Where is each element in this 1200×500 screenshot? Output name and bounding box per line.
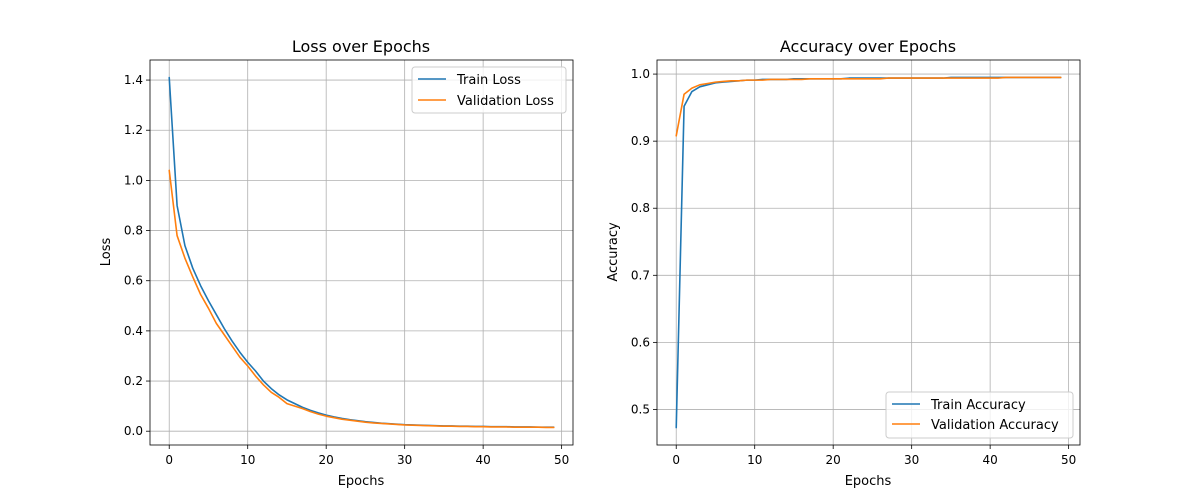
accuracy-chart-y-tick-label: 1.0 (631, 67, 650, 81)
loss-chart-x-tick-label: 50 (554, 453, 569, 467)
loss-chart-legend-label-train-loss: Train Loss (456, 73, 521, 88)
loss-chart-x-tick-label: 0 (165, 453, 173, 467)
loss-chart-x-tick-label: 10 (240, 453, 255, 467)
accuracy-chart-y-tick-label: 0.5 (631, 402, 650, 416)
accuracy-chart-ticks: 0 10 20 30 40 50 0.5 0.6 0.7 0.8 0.9 1.0 (631, 67, 1076, 467)
accuracy-chart-y-tick-label: 0.7 (631, 268, 650, 282)
accuracy-chart-legend-box (885, 391, 1074, 439)
loss-chart-series-validation-loss (168, 169, 555, 429)
loss-chart-legend-box (411, 66, 567, 114)
accuracy-chart-x-tick-label: 40 (983, 453, 998, 467)
accuracy-chart-series-validation-accuracy (675, 76, 1062, 137)
accuracy-chart-series (675, 76, 1062, 429)
accuracy-chart-y-tick-label: 0.6 (631, 335, 650, 349)
loss-chart-y-axis-label: Loss (99, 238, 114, 267)
accuracy-chart-x-tick-label: 10 (747, 453, 762, 467)
loss-chart-y-tick-label: 0.6 (124, 274, 143, 288)
loss-chart-plot-frame (149, 59, 574, 446)
loss-chart-title: Loss over Epochs (292, 37, 430, 56)
loss-chart-x-tick-label: 30 (397, 453, 412, 467)
accuracy-chart-y-axis-label: Accuracy (606, 222, 621, 282)
loss-chart-y-tick-label: 1.2 (124, 123, 143, 137)
accuracy-chart-plot-frame (656, 59, 1081, 446)
accuracy-chart-legend: Train Accuracy Validation Accuracy (885, 391, 1074, 439)
accuracy-chart-y-tick-label: 0.8 (631, 201, 650, 215)
accuracy-chart-x-tick-label: 50 (1061, 453, 1076, 467)
loss-chart-y-tick-label: 0.4 (124, 324, 143, 338)
loss-chart-y-tick-label: 1.4 (124, 73, 143, 87)
accuracy-chart: Accuracy over Epochs 0 10 20 30 40 50 0.5 0.6 0.… (606, 37, 1081, 489)
accuracy-chart-y-tick-label: 0.9 (631, 134, 650, 148)
loss-chart-y-tick-label: 1.0 (124, 173, 143, 187)
loss-chart-x-axis-label: Epochs (338, 474, 385, 489)
loss-chart-y-tick-label: 0.2 (124, 374, 143, 388)
loss-chart-y-tick-label: 0.8 (124, 224, 143, 238)
accuracy-chart-legend-label-validation-accuracy: Validation Accuracy (931, 418, 1059, 433)
loss-chart-series (168, 76, 555, 429)
loss-chart-x-tick-label: 40 (476, 453, 491, 467)
accuracy-chart-x-tick-label: 30 (904, 453, 919, 467)
accuracy-chart-x-tick-label: 0 (672, 453, 680, 467)
loss-chart-ticks: 0 10 20 30 40 50 0.0 0.2 0.4 0.6 0.8 1.0 1.2 1.4 (124, 73, 569, 467)
loss-chart-legend-label-validation-loss: Validation Loss (457, 94, 554, 109)
accuracy-chart-x-axis-label: Epochs (845, 474, 892, 489)
loss-chart-x-tick-label: 20 (319, 453, 334, 467)
loss-chart-grid (150, 60, 573, 445)
accuracy-chart-legend-label-train-accuracy: Train Accuracy (930, 398, 1026, 413)
loss-chart-y-tick-label: 0.0 (124, 424, 143, 438)
accuracy-chart-x-tick-label: 20 (826, 453, 841, 467)
loss-chart-legend: Train Loss Validation Loss (411, 66, 567, 114)
accuracy-chart-grid (657, 60, 1080, 445)
loss-chart: Loss over Epochs 0 10 20 30 40 50 0.0 0.2 0.4 0.6… (99, 37, 574, 489)
accuracy-chart-title: Accuracy over Epochs (780, 37, 956, 56)
